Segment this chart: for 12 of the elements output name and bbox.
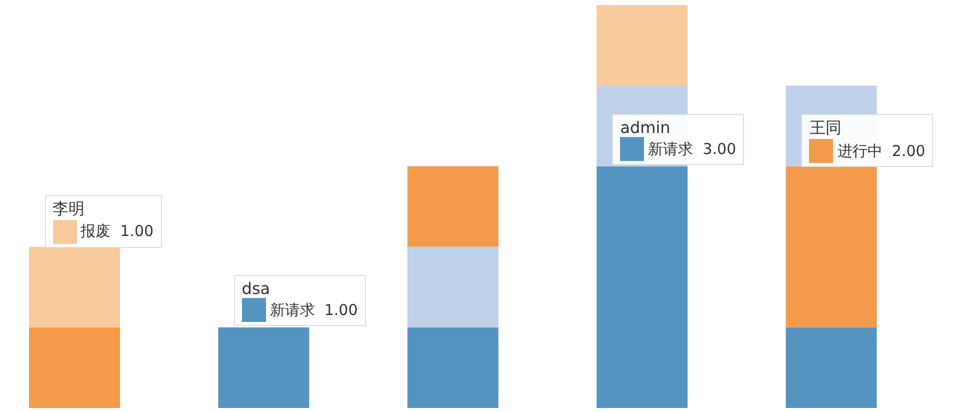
tooltip: admin 新请求 3.00 bbox=[612, 114, 744, 166]
x-tick-label: dsa bbox=[242, 279, 272, 298]
x-tick-label: 李明 bbox=[52, 198, 86, 220]
annotation: 新请求 3.00 bbox=[648, 140, 736, 159]
tooltip: dsa 新请求 1.00 bbox=[234, 275, 366, 326]
tooltip: 李明 报废 1.00 bbox=[44, 194, 162, 248]
x-tick-label: 王同 bbox=[809, 118, 842, 140]
x-tick-label: admin bbox=[620, 118, 672, 138]
annotation: 新请求 1.00 bbox=[270, 300, 358, 320]
tooltip: 王同 进行中 2.00 bbox=[801, 114, 934, 168]
annotation: 报废 1.00 bbox=[80, 222, 154, 242]
annotation: 进行中 2.00 bbox=[837, 142, 926, 161]
